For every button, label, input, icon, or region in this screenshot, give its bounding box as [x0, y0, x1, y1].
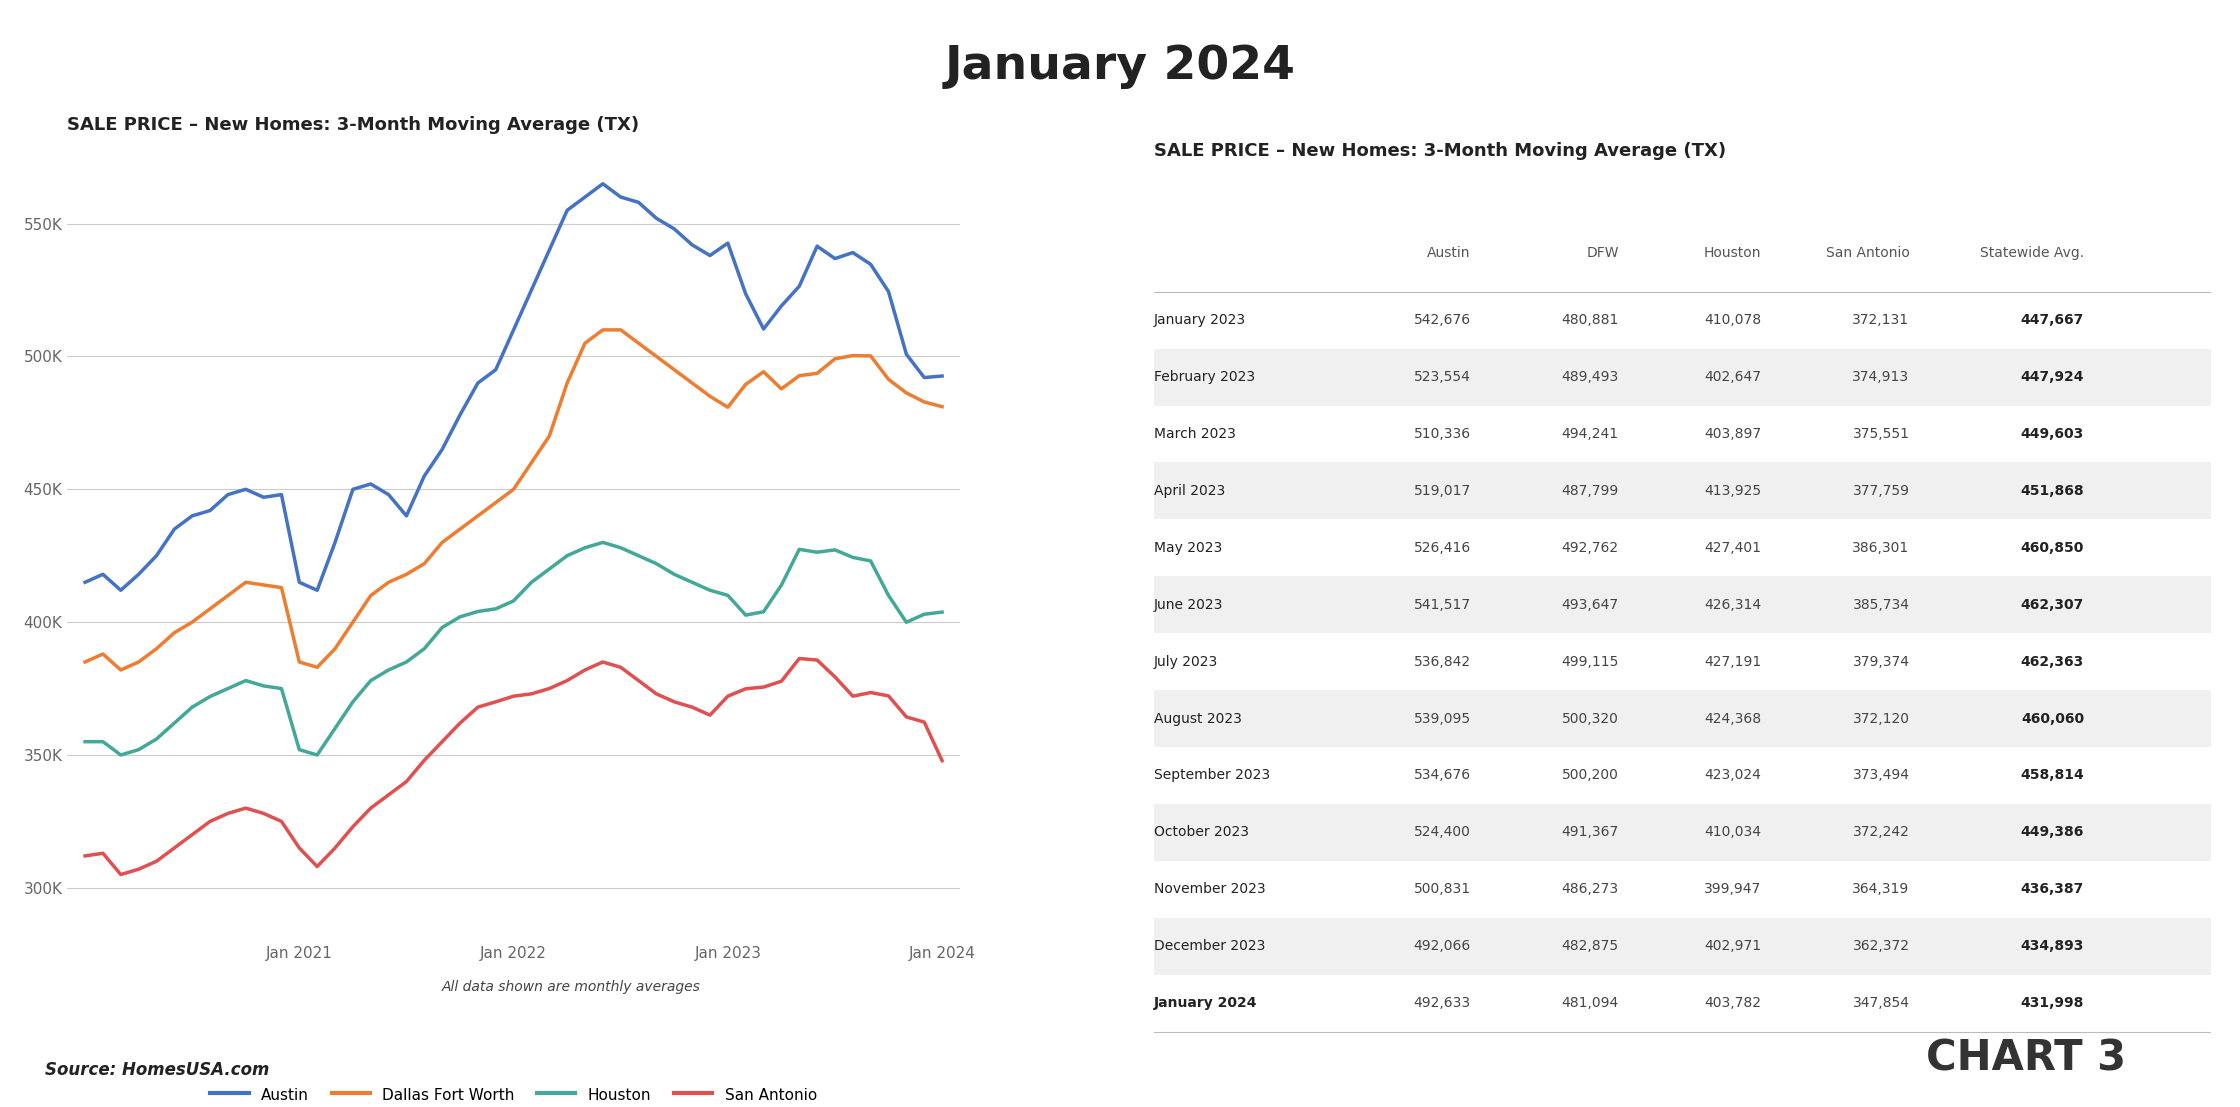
Text: 385,734: 385,734 [1852, 598, 1908, 612]
Text: 372,120: 372,120 [1852, 712, 1908, 725]
Text: 458,814: 458,814 [2020, 768, 2083, 783]
Text: 377,759: 377,759 [1852, 484, 1908, 498]
Text: 534,676: 534,676 [1413, 768, 1472, 783]
Text: 460,060: 460,060 [2020, 712, 2083, 725]
Text: November 2023: November 2023 [1154, 882, 1266, 897]
Text: 487,799: 487,799 [1561, 484, 1620, 498]
Bar [1154, 804, 2211, 861]
Text: June 2023: June 2023 [1154, 598, 1223, 612]
Text: 542,676: 542,676 [1413, 313, 1472, 328]
Text: 500,831: 500,831 [1413, 882, 1472, 897]
Text: 536,842: 536,842 [1413, 654, 1472, 669]
Text: 362,372: 362,372 [1852, 939, 1908, 953]
Bar [1154, 349, 2211, 405]
Text: 434,893: 434,893 [2020, 939, 2083, 953]
Text: 491,367: 491,367 [1561, 826, 1620, 839]
Text: SALE PRICE – New Homes: 3-Month Moving Average (TX): SALE PRICE – New Homes: 3-Month Moving A… [67, 116, 638, 134]
Text: 500,200: 500,200 [1561, 768, 1620, 783]
Legend: Austin, Dallas Fort Worth, Houston, San Antonio: Austin, Dallas Fort Worth, Houston, San … [204, 1080, 822, 1107]
Text: 403,897: 403,897 [1705, 427, 1761, 441]
Text: 482,875: 482,875 [1561, 939, 1620, 953]
Text: 347,854: 347,854 [1852, 996, 1908, 1010]
Bar [1154, 463, 2211, 519]
Text: 489,493: 489,493 [1561, 370, 1620, 384]
Text: May 2023: May 2023 [1154, 541, 1221, 555]
Text: December 2023: December 2023 [1154, 939, 1266, 953]
Text: 436,387: 436,387 [2020, 882, 2083, 897]
Bar [1154, 577, 2211, 633]
Text: 494,241: 494,241 [1561, 427, 1620, 441]
Text: 462,307: 462,307 [2020, 598, 2083, 612]
Text: 492,762: 492,762 [1561, 541, 1620, 555]
Text: 423,024: 423,024 [1705, 768, 1761, 783]
Text: San Antonio: San Antonio [1826, 247, 1908, 260]
Text: 449,603: 449,603 [2020, 427, 2083, 441]
Text: 427,191: 427,191 [1705, 654, 1761, 669]
Text: 526,416: 526,416 [1413, 541, 1472, 555]
Text: 426,314: 426,314 [1705, 598, 1761, 612]
Text: April 2023: April 2023 [1154, 484, 1225, 498]
Text: July 2023: July 2023 [1154, 654, 1219, 669]
Text: 519,017: 519,017 [1413, 484, 1472, 498]
Text: 499,115: 499,115 [1561, 654, 1620, 669]
Text: 399,947: 399,947 [1705, 882, 1761, 897]
Text: 372,131: 372,131 [1852, 313, 1908, 328]
Text: 386,301: 386,301 [1852, 541, 1908, 555]
Text: 410,034: 410,034 [1705, 826, 1761, 839]
Text: 447,924: 447,924 [2020, 370, 2083, 384]
Text: 424,368: 424,368 [1705, 712, 1761, 725]
Text: CHART 3: CHART 3 [1926, 1037, 2126, 1079]
Text: 449,386: 449,386 [2020, 826, 2083, 839]
Text: 481,094: 481,094 [1561, 996, 1620, 1010]
Text: 523,554: 523,554 [1413, 370, 1472, 384]
Text: 410,078: 410,078 [1705, 313, 1761, 328]
Text: 372,242: 372,242 [1852, 826, 1908, 839]
Text: 480,881: 480,881 [1561, 313, 1620, 328]
Text: March 2023: March 2023 [1154, 427, 1236, 441]
Text: 374,913: 374,913 [1852, 370, 1908, 384]
Text: January 2024: January 2024 [1154, 996, 1257, 1010]
Text: 403,782: 403,782 [1705, 996, 1761, 1010]
Text: 460,850: 460,850 [2020, 541, 2083, 555]
Text: 500,320: 500,320 [1561, 712, 1620, 725]
Text: 427,401: 427,401 [1705, 541, 1761, 555]
Text: 541,517: 541,517 [1413, 598, 1472, 612]
Text: Statewide Avg.: Statewide Avg. [1980, 247, 2083, 260]
Text: 364,319: 364,319 [1852, 882, 1908, 897]
Text: SALE PRICE – New Homes: 3-Month Moving Average (TX): SALE PRICE – New Homes: 3-Month Moving A… [1154, 142, 1725, 159]
Text: 413,925: 413,925 [1705, 484, 1761, 498]
Text: 402,971: 402,971 [1705, 939, 1761, 953]
Text: 375,551: 375,551 [1852, 427, 1908, 441]
Text: February 2023: February 2023 [1154, 370, 1254, 384]
Text: 492,066: 492,066 [1413, 939, 1472, 953]
Text: 447,667: 447,667 [2020, 313, 2083, 328]
Text: 451,868: 451,868 [2020, 484, 2083, 498]
Text: 462,363: 462,363 [2020, 654, 2083, 669]
Text: All data shown are monthly averages: All data shown are monthly averages [441, 980, 701, 994]
Text: 510,336: 510,336 [1413, 427, 1472, 441]
Text: 524,400: 524,400 [1413, 826, 1472, 839]
Text: 539,095: 539,095 [1413, 712, 1472, 725]
Text: Source: HomesUSA.com: Source: HomesUSA.com [45, 1062, 269, 1079]
Bar [1154, 690, 2211, 747]
Text: Houston: Houston [1705, 247, 1761, 260]
Text: 493,647: 493,647 [1561, 598, 1620, 612]
Text: 402,647: 402,647 [1705, 370, 1761, 384]
Text: August 2023: August 2023 [1154, 712, 1241, 725]
Text: 486,273: 486,273 [1561, 882, 1620, 897]
Text: 492,633: 492,633 [1413, 996, 1472, 1010]
Text: October 2023: October 2023 [1154, 826, 1248, 839]
Text: 379,374: 379,374 [1852, 654, 1908, 669]
Text: September 2023: September 2023 [1154, 768, 1270, 783]
Text: 373,494: 373,494 [1852, 768, 1908, 783]
Text: January 2023: January 2023 [1154, 313, 1245, 328]
Text: January 2024: January 2024 [945, 44, 1295, 90]
Text: Austin: Austin [1427, 247, 1472, 260]
Bar [1154, 918, 2211, 974]
Text: DFW: DFW [1586, 247, 1620, 260]
Text: 431,998: 431,998 [2020, 996, 2083, 1010]
